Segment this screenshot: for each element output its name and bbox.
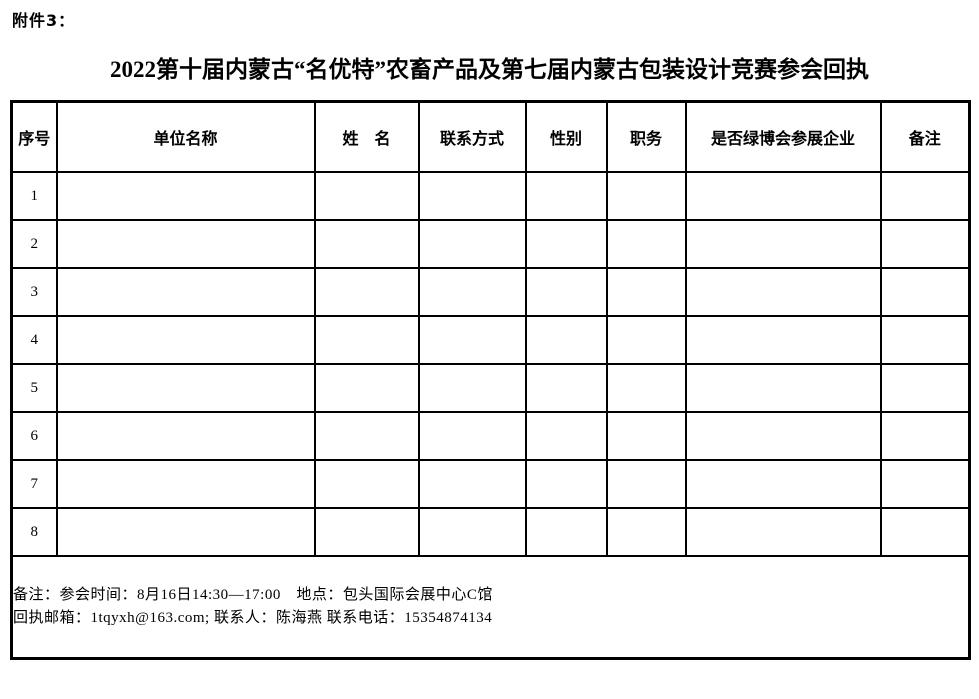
empty-fill-cell[interactable] [55, 411, 316, 461]
empty-fill-cell[interactable] [879, 411, 971, 461]
table-row: 2 [10, 219, 971, 269]
empty-fill-cell[interactable] [524, 171, 608, 221]
empty-fill-cell[interactable] [684, 411, 882, 461]
empty-fill-cell[interactable] [879, 363, 971, 413]
empty-fill-cell[interactable] [313, 363, 420, 413]
row-number-cell: 4 [10, 315, 58, 365]
column-header-position: 职务 [605, 100, 687, 173]
empty-fill-cell[interactable] [524, 219, 608, 269]
table-note-row: 备注：参会时间：8月16日14:30—17:00 地点：包头国际会展中心C馆 回… [10, 555, 971, 660]
empty-fill-cell[interactable] [55, 507, 316, 557]
empty-fill-cell[interactable] [605, 171, 687, 221]
note-line-time-location: 备注：参会时间：8月16日14:30—17:00 地点：包头国际会展中心C馆 [13, 587, 493, 603]
empty-fill-cell[interactable] [313, 267, 420, 317]
empty-fill-cell[interactable] [879, 219, 971, 269]
empty-fill-cell[interactable] [524, 363, 608, 413]
empty-fill-cell[interactable] [417, 459, 527, 509]
empty-fill-cell[interactable] [55, 363, 316, 413]
empty-fill-cell[interactable] [313, 507, 420, 557]
empty-fill-cell[interactable] [684, 171, 882, 221]
empty-fill-cell[interactable] [879, 459, 971, 509]
row-number-cell: 6 [10, 411, 58, 461]
empty-fill-cell[interactable] [313, 171, 420, 221]
empty-fill-cell[interactable] [417, 411, 527, 461]
empty-fill-cell[interactable] [605, 267, 687, 317]
column-header-contact: 联系方式 [417, 100, 527, 173]
empty-fill-cell[interactable] [605, 363, 687, 413]
empty-fill-cell[interactable] [524, 411, 608, 461]
empty-fill-cell[interactable] [684, 267, 882, 317]
column-header-green-expo-exhibitor: 是否绿博会参展企业 [684, 100, 882, 173]
column-header-remarks: 备注 [879, 100, 971, 173]
empty-fill-cell[interactable] [55, 171, 316, 221]
empty-fill-cell[interactable] [879, 507, 971, 557]
empty-fill-cell[interactable] [605, 219, 687, 269]
empty-fill-cell[interactable] [417, 315, 527, 365]
table-note-cell: 备注：参会时间：8月16日14:30—17:00 地点：包头国际会展中心C馆 回… [10, 555, 971, 660]
table-row: 4 [10, 315, 971, 365]
table-row: 3 [10, 267, 971, 317]
empty-fill-cell[interactable] [313, 315, 420, 365]
empty-fill-cell[interactable] [879, 267, 971, 317]
empty-fill-cell[interactable] [524, 267, 608, 317]
empty-fill-cell[interactable] [55, 315, 316, 365]
column-header-unit-name: 单位名称 [55, 100, 316, 173]
table-header-row: 序号 单位名称姓 名联系方式 性别 职务 是否绿博会参展企业 备注 [10, 100, 971, 173]
empty-fill-cell[interactable] [417, 219, 527, 269]
empty-fill-cell[interactable] [313, 459, 420, 509]
row-number-cell: 7 [10, 459, 58, 509]
row-number-cell: 3 [10, 267, 58, 317]
column-header-serial-number: 序号 [10, 100, 58, 173]
table-row: 7 [10, 459, 971, 509]
empty-fill-cell[interactable] [417, 363, 527, 413]
empty-fill-cell[interactable] [417, 171, 527, 221]
empty-fill-cell[interactable] [879, 315, 971, 365]
page-title: 2022第十届内蒙古“名优特”农畜产品及第七届内蒙古包装设计竞赛参会回执 [110, 57, 869, 82]
table-row: 6 [10, 411, 971, 461]
empty-fill-cell[interactable] [55, 267, 316, 317]
empty-fill-cell[interactable] [313, 219, 420, 269]
table-row: 8 [10, 507, 971, 557]
empty-fill-cell[interactable] [684, 363, 882, 413]
empty-fill-cell[interactable] [313, 411, 420, 461]
empty-fill-cell[interactable] [605, 459, 687, 509]
empty-fill-cell[interactable] [605, 411, 687, 461]
empty-fill-cell[interactable] [605, 315, 687, 365]
empty-fill-cell[interactable] [417, 267, 527, 317]
column-header-name: 姓 名 [313, 100, 420, 173]
empty-fill-cell[interactable] [524, 507, 608, 557]
row-number-cell: 2 [10, 219, 58, 269]
table-row: 5 [10, 363, 971, 413]
empty-fill-cell[interactable] [684, 219, 882, 269]
column-header-gender: 性别 [524, 100, 608, 173]
empty-fill-cell[interactable] [684, 315, 882, 365]
empty-fill-cell[interactable] [55, 219, 316, 269]
empty-fill-cell[interactable] [524, 459, 608, 509]
empty-fill-cell[interactable] [684, 459, 882, 509]
empty-fill-cell[interactable] [417, 507, 527, 557]
empty-fill-cell[interactable] [879, 171, 971, 221]
row-number-cell: 8 [10, 507, 58, 557]
empty-fill-cell[interactable] [524, 315, 608, 365]
empty-fill-cell[interactable] [55, 459, 316, 509]
table-row: 1 [10, 171, 971, 221]
empty-fill-cell[interactable] [605, 507, 687, 557]
attachment-label: 附件3： [12, 11, 76, 30]
empty-fill-cell[interactable] [684, 507, 882, 557]
row-number-cell: 1 [10, 171, 58, 221]
note-line-email-contact: 回执邮箱：1tqyxh@163.com; 联系人：陈海燕 联系电话：153548… [13, 610, 493, 626]
row-number-cell: 5 [10, 363, 58, 413]
